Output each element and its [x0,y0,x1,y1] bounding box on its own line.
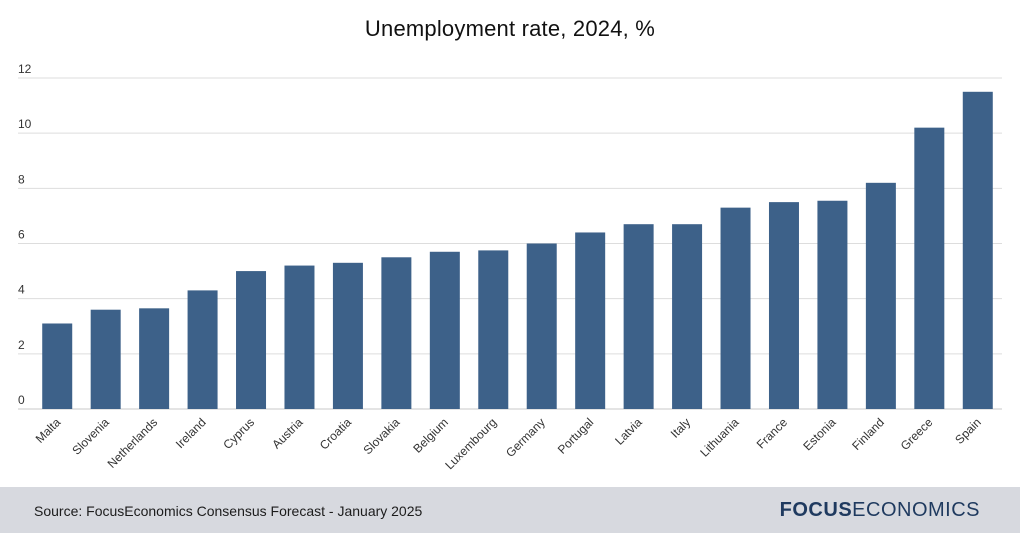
y-tick-label: 8 [18,172,25,186]
bar [42,323,73,409]
x-tick-label: Luxembourg [442,415,499,472]
focuseconomics-logo: FOCUSECONOMICS [780,499,980,522]
x-tick-label: Germany [503,415,548,460]
logo-part-focus: FOCUS [779,499,853,521]
bar [332,262,363,409]
bar [672,224,703,409]
x-tick-label: Croatia [317,415,354,452]
y-tick-label: 4 [18,283,25,297]
x-tick-label: Portugal [555,415,597,457]
x-tick-label: Finland [849,415,887,453]
y-tick-label: 12 [18,62,32,76]
bar [429,251,460,409]
logo-part-economics: ECONOMICS [852,499,980,521]
bar [914,127,945,410]
chart-title: Unemployment rate, 2024, % [364,16,656,41]
x-tick-label: Cyprus [220,415,257,452]
x-tick-label: Estonia [800,415,838,453]
bar [865,182,896,409]
bar [623,224,654,409]
bar [575,232,606,409]
footer-bar: Source: FocusEconomics Consensus Forecas… [0,487,1020,533]
x-tick-label: Spain [952,415,984,447]
x-tick-label: France [754,415,791,452]
y-tick-label: 6 [18,228,25,242]
bar [187,290,218,409]
y-tick-label: 2 [18,338,25,352]
bar [526,243,557,409]
bar [381,257,412,409]
x-tick-label: Malta [33,415,64,446]
x-tick-label: Belgium [410,415,451,456]
x-tick-label: Austria [269,415,306,452]
bar [284,265,315,409]
x-tick-label: Slovakia [361,415,403,457]
x-tick-label: Lithuania [697,415,742,460]
y-tick-label: 0 [18,393,25,407]
bar [817,200,848,409]
x-tick-label: Netherlands [105,415,161,471]
source-note: Source: FocusEconomics Consensus Forecas… [34,503,423,519]
x-tick-label: Greece [898,415,936,453]
bar [720,207,751,409]
bar [236,271,267,409]
bar [90,309,121,409]
bar [139,308,170,409]
bar [962,91,993,410]
bar [478,250,509,409]
x-tick-label: Latvia [612,415,645,448]
bar [768,202,799,409]
y-tick-label: 10 [18,117,32,131]
x-tick-label: Slovenia [69,415,112,458]
x-tick-label: Italy [668,415,693,440]
x-tick-label: Ireland [173,415,209,451]
